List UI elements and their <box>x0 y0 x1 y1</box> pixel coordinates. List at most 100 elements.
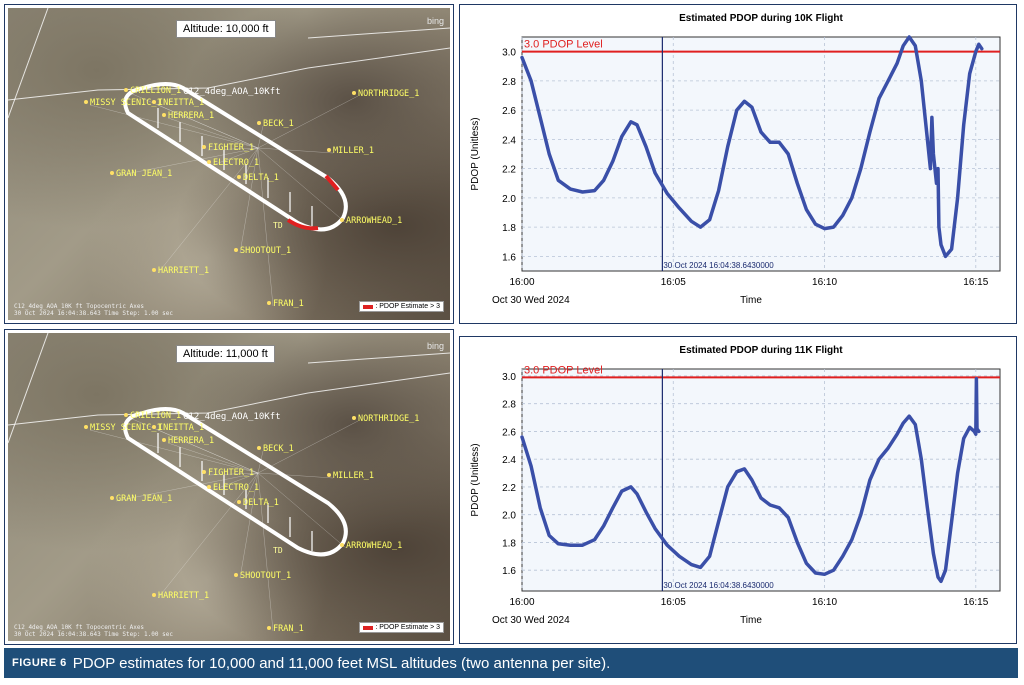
y-tick-label: 1.6 <box>502 566 516 577</box>
figure-caption-text: PDOP estimates for 10,000 and 11,000 fee… <box>72 654 611 672</box>
site-label: CRILLION_1 <box>130 411 181 421</box>
x-tick-label: 16:00 <box>509 597 534 608</box>
site-label: MILLER_1 <box>333 471 374 481</box>
flight-overlay: C12_4deg_AOA_10Kft TD CRILLION_1 MISSY SCEN… <box>8 8 450 309</box>
site-marker <box>152 268 156 272</box>
site-label: HARRIETT_1 <box>158 266 209 276</box>
site-marker <box>257 121 261 125</box>
site-label: HARRIETT_1 <box>158 591 209 601</box>
site-marker <box>152 425 156 429</box>
pdop-series-line <box>520 35 984 259</box>
figure-number: FIGURE 6 <box>12 657 67 669</box>
site-marker <box>327 148 331 152</box>
site-marker <box>207 485 211 489</box>
site-marker <box>162 438 166 442</box>
sight-line <box>212 472 259 491</box>
bing-logo: bing <box>426 341 444 351</box>
range-boundary <box>8 372 450 426</box>
y-tick-label: 2.4 <box>502 135 516 146</box>
figure-caption: FIGURE 6 PDOP estimates for 10,000 and 1… <box>4 648 1018 678</box>
sight-line <box>257 472 334 479</box>
x-tick-label: 16:10 <box>812 597 837 608</box>
time-cursor-label: 30 Oct 2024 16:04:38.6430000 <box>663 581 774 590</box>
site-label: INEITTA_1 <box>158 423 204 433</box>
site-label: MILLER_1 <box>333 146 374 156</box>
sight-line <box>157 147 259 274</box>
y-tick-label: 2.8 <box>502 77 516 88</box>
sight-line <box>207 472 259 476</box>
pdop-series-line <box>520 376 981 584</box>
site-label: ELECTRO_1 <box>213 158 259 168</box>
site-marker <box>84 425 88 429</box>
site-label: DELTA_1 <box>243 498 279 508</box>
site-marker <box>110 171 114 175</box>
site-label: MISSY SCENIC_1 <box>90 98 162 108</box>
x-axis-label: Time <box>740 295 762 306</box>
site-marker <box>234 248 238 252</box>
site-label: INEITTA_1 <box>158 98 204 108</box>
x-date-label: Oct 30 Wed 2024 <box>492 295 570 306</box>
site-marker <box>340 543 344 547</box>
range-boundary <box>8 47 450 101</box>
site-label: DELTA_1 <box>243 173 279 183</box>
site-marker <box>237 500 241 504</box>
satellite-map-10k[interactable]: C12_4deg_AOA_10Kft TD CRILLION_1 MISSY SCEN… <box>8 8 450 320</box>
y-tick-label: 2.6 <box>502 106 516 117</box>
site-label: FIGHTER_1 <box>208 468 254 478</box>
sight-line <box>115 147 259 177</box>
site-label: ARROWHEAD_1 <box>346 216 402 226</box>
site-label: BECK_1 <box>263 444 294 454</box>
time-cursor-label: 30 Oct 2024 16:04:38.6430000 <box>663 261 774 270</box>
site-label: SHOOTOUT_1 <box>240 246 291 256</box>
pdop-chart-11k: Estimated PDOP during 11K Flight 1.6 1.8 2.… <box>470 345 1001 626</box>
map-caption-line: C12_4deg_AOA_10K ft Topocentric Axes <box>14 303 145 310</box>
y-tick-label: 1.8 <box>502 223 516 234</box>
site-marker <box>327 473 331 477</box>
sight-line <box>89 429 259 474</box>
range-boundary <box>307 352 450 364</box>
x-tick-label: 16:10 <box>812 277 837 288</box>
site-marker <box>237 175 241 179</box>
x-date-label: Oct 30 Wed 2024 <box>492 615 570 626</box>
legend-label: : PDOP Estimate > 3 <box>375 624 440 631</box>
sight-line <box>207 147 259 151</box>
site-label: BECK_1 <box>263 119 294 129</box>
site-label: GRAN JEAN_1 <box>116 494 172 504</box>
chart-title: Estimated PDOP during 10K Flight <box>679 13 843 24</box>
flight-overlay: C12_4deg_AOA_10Kft TD CRILLION_1 MISSY SCEN… <box>8 333 450 634</box>
satellite-map-11k[interactable]: C12_4deg_AOA_10Kft TD CRILLION_1 MISSY SCEN… <box>8 333 450 641</box>
plot-area <box>521 368 1001 592</box>
terrain-background <box>8 8 450 320</box>
site-marker <box>352 91 356 95</box>
td-label: TD <box>273 221 283 230</box>
y-tick-label: 3.0 <box>502 48 516 59</box>
site-marker <box>267 626 271 630</box>
site-label: HERRERA_1 <box>168 111 214 121</box>
racetrack-flight-path <box>123 407 348 557</box>
map-panel-10k: C12_4deg_AOA_10Kft TD CRILLION_1 MISSY SCEN… <box>4 4 454 324</box>
sight-line <box>257 95 359 149</box>
site-label: HERRERA_1 <box>168 436 214 446</box>
range-boundary <box>8 8 49 119</box>
pdop-exceed-segment <box>324 174 340 192</box>
chart-panel-11k: Estimated PDOP during 11K Flight 1.6 1.8 2.… <box>459 336 1017 644</box>
site-marker <box>202 470 206 474</box>
sight-line <box>212 147 259 166</box>
site-marker <box>257 446 261 450</box>
site-label: FRAN_1 <box>273 624 304 634</box>
sight-line <box>167 117 259 149</box>
site-marker <box>234 573 238 577</box>
sight-line <box>167 442 259 474</box>
x-axis-label: Time <box>740 615 762 626</box>
y-tick-label: 1.6 <box>502 252 516 263</box>
site-label: ELECTRO_1 <box>213 483 259 493</box>
x-tick-label: 16:05 <box>661 277 686 288</box>
site-label: FIGHTER_1 <box>208 143 254 153</box>
site-marker <box>152 100 156 104</box>
sight-line <box>257 420 359 474</box>
td-label: TD <box>273 546 283 555</box>
site-label: SHOOTOUT_1 <box>240 571 291 581</box>
y-tick-label: 2.2 <box>502 165 516 176</box>
y-tick-label: 2.4 <box>502 455 516 466</box>
y-axis-label: PDOP (Unitless) <box>470 443 481 516</box>
